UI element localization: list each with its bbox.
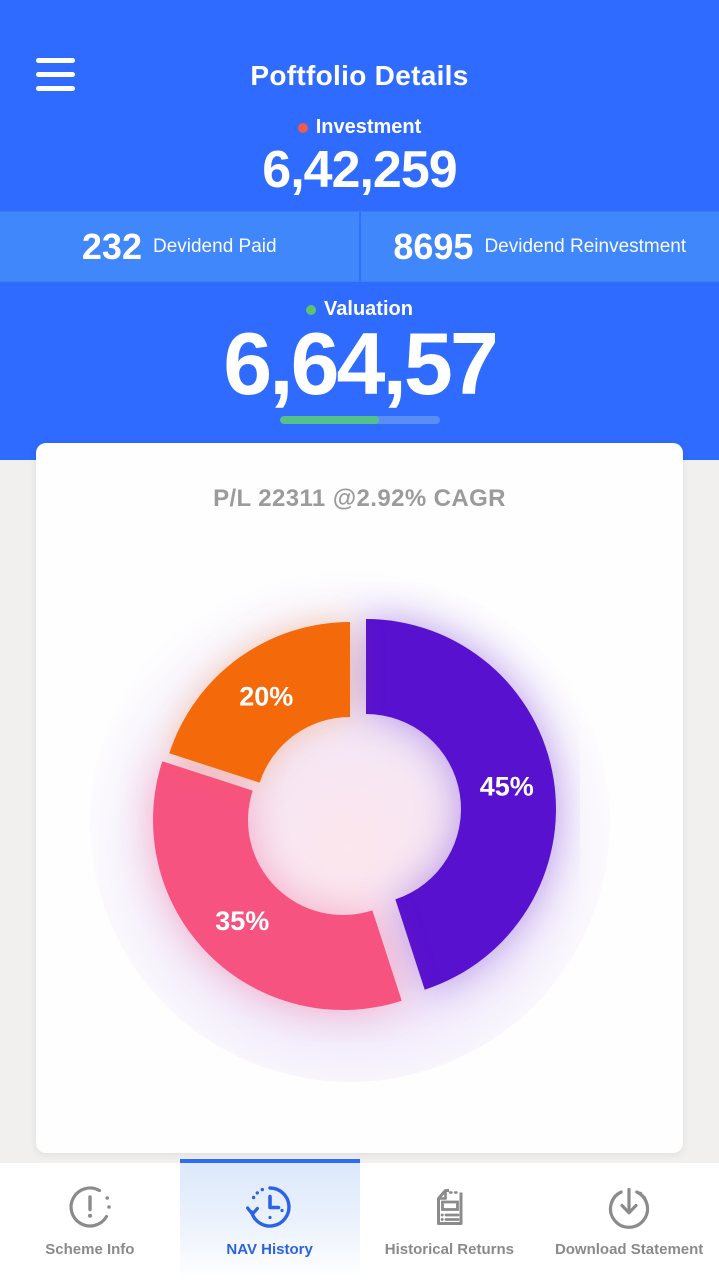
allocation-donut-chart: 45% 35% 20% bbox=[90, 562, 610, 1082]
dividend-paid-cell: 232 Devidend Paid bbox=[0, 212, 359, 281]
dividend-reinvestment-value: 8695 bbox=[393, 225, 474, 267]
nav-item-historical-returns[interactable]: Historical Returns bbox=[360, 1163, 540, 1280]
nav-label: Download Statement bbox=[554, 1241, 704, 1258]
download-icon bbox=[605, 1181, 653, 1233]
history-clock-icon bbox=[245, 1181, 294, 1233]
slice-label-20: 20% bbox=[239, 682, 293, 712]
donut-slice-35[interactable] bbox=[153, 761, 402, 1010]
dividend-stats-row: 232 Devidend Paid 8695 Devidend Reinvest… bbox=[0, 211, 719, 282]
app-header: Poftfolio Details Investment 6,42,259 23… bbox=[0, 0, 719, 460]
valuation-dot-icon bbox=[306, 304, 317, 315]
portfolio-card: P/L 22311 @2.92% CAGR 45% 35% 20% bbox=[36, 443, 683, 1153]
app-bar: Poftfolio Details bbox=[0, 0, 719, 92]
slice-label-45: 45% bbox=[480, 772, 534, 802]
valuation-value: 6,64,57 bbox=[223, 314, 499, 413]
donut-slice-45[interactable] bbox=[366, 619, 556, 990]
nav-item-download-statement[interactable]: Download Statement bbox=[539, 1163, 719, 1280]
dividend-reinvestment-cell: 8695 Devidend Reinvestment bbox=[361, 212, 719, 281]
nav-item-scheme-info[interactable]: Scheme Info bbox=[0, 1163, 180, 1280]
donut-slice-20[interactable] bbox=[169, 622, 350, 783]
investment-label: Investment bbox=[315, 116, 422, 138]
vertical-divider bbox=[358, 212, 361, 281]
dividend-paid-value: 232 bbox=[81, 225, 142, 267]
nav-item-nav-history[interactable]: NAV History bbox=[179, 1159, 360, 1280]
document-icon bbox=[425, 1181, 473, 1233]
bottom-navigation: Scheme Info NAV History bbox=[0, 1159, 719, 1280]
nav-label: NAV History bbox=[226, 1241, 313, 1258]
slice-label-35: 35% bbox=[215, 906, 269, 936]
investment-label-row: Investment bbox=[0, 116, 719, 139]
valuation-label: Valuation bbox=[324, 298, 413, 320]
page-title: Poftfolio Details bbox=[250, 60, 469, 91]
nav-label: Scheme Info bbox=[45, 1241, 135, 1258]
hamburger-menu-icon[interactable] bbox=[36, 58, 76, 94]
info-icon bbox=[66, 1181, 114, 1233]
valuation-progress-bar bbox=[279, 416, 440, 424]
investment-dot-icon bbox=[297, 122, 308, 133]
dividend-paid-label: Devidend Paid bbox=[152, 235, 277, 257]
donut-chart-svg: 45% 35% 20% bbox=[153, 619, 556, 1010]
valuation-progress-fill bbox=[279, 416, 379, 424]
pl-summary-text: P/L 22311 @2.92% CAGR bbox=[213, 485, 506, 512]
investment-value: 6,42,259 bbox=[262, 141, 457, 199]
dividend-reinvestment-label: Devidend Reinvestment bbox=[484, 235, 687, 257]
valuation-label-row: Valuation bbox=[0, 298, 719, 321]
nav-label: Historical Returns bbox=[384, 1241, 514, 1258]
